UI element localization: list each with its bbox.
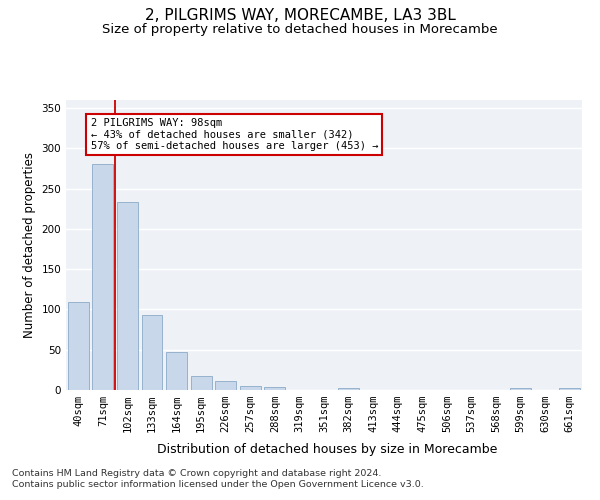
Bar — [117, 202, 138, 390]
Text: 2, PILGRIMS WAY, MORECAMBE, LA3 3BL: 2, PILGRIMS WAY, MORECAMBE, LA3 3BL — [145, 8, 455, 22]
Bar — [510, 388, 531, 390]
Bar — [265, 387, 286, 390]
Bar — [191, 376, 212, 390]
Text: 2 PILGRIMS WAY: 98sqm
← 43% of detached houses are smaller (342)
57% of semi-det: 2 PILGRIMS WAY: 98sqm ← 43% of detached … — [91, 118, 378, 151]
Bar — [166, 352, 187, 390]
Y-axis label: Number of detached properties: Number of detached properties — [23, 152, 36, 338]
Bar — [142, 315, 163, 390]
Bar — [240, 386, 261, 390]
Bar — [215, 381, 236, 390]
Text: Contains HM Land Registry data © Crown copyright and database right 2024.: Contains HM Land Registry data © Crown c… — [12, 468, 382, 477]
Bar — [559, 388, 580, 390]
Bar — [338, 388, 359, 390]
Text: Distribution of detached houses by size in Morecambe: Distribution of detached houses by size … — [157, 442, 497, 456]
Bar — [92, 164, 113, 390]
Text: Size of property relative to detached houses in Morecambe: Size of property relative to detached ho… — [102, 22, 498, 36]
Text: Contains public sector information licensed under the Open Government Licence v3: Contains public sector information licen… — [12, 480, 424, 489]
Bar — [68, 302, 89, 390]
